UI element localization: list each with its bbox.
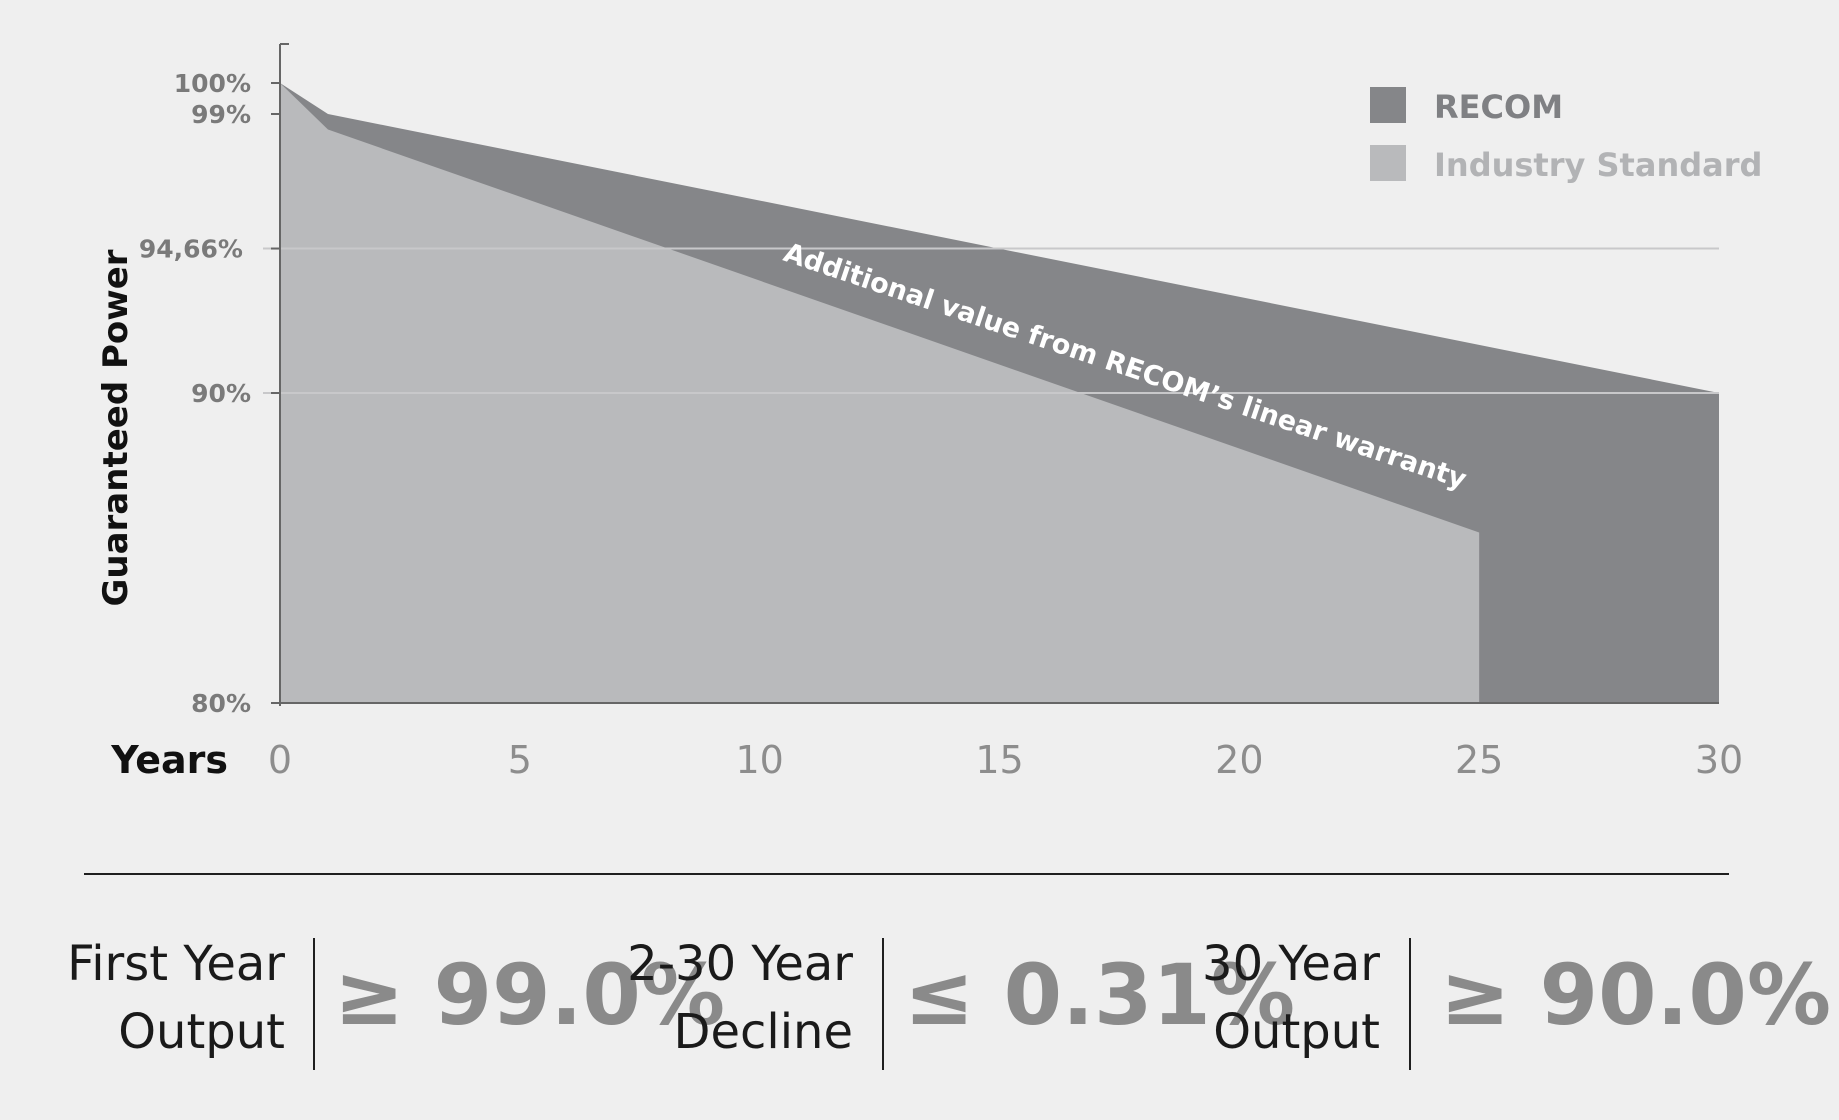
gridlines bbox=[263, 247, 1719, 394]
y-tick-labels: 100%99% 94,66% 90% 80% bbox=[139, 69, 280, 718]
x-tick-label: 0 bbox=[268, 738, 292, 782]
stat-separator bbox=[313, 938, 315, 1070]
stat-label-line2: Output bbox=[1213, 1004, 1380, 1060]
y-tick-label: 94,66% bbox=[139, 235, 243, 264]
stat-label-line1: 2-30 Year bbox=[627, 936, 853, 992]
y-tick-label: 80% bbox=[191, 689, 251, 718]
stat-value-thirty-year: ≥ 90.0% bbox=[1440, 946, 1832, 1044]
legend-swatch-recom bbox=[1370, 87, 1406, 123]
x-tick-label: 25 bbox=[1455, 738, 1503, 782]
x-tick-labels: 0 5 10 15 20 25 30 bbox=[268, 738, 1743, 782]
stat-label-line2: Decline bbox=[673, 1004, 853, 1060]
stat-decline: 2-30 Year Decline bbox=[620, 930, 853, 1070]
y-tick-label: 99% bbox=[191, 100, 251, 129]
stat-label-line1: First Year bbox=[67, 936, 285, 992]
x-tick-label: 10 bbox=[735, 738, 783, 782]
stat-separator bbox=[882, 938, 884, 1070]
stat-label: 30 Year Output bbox=[1202, 930, 1380, 1066]
x-tick-label: 20 bbox=[1215, 738, 1263, 782]
stat-label-line1: 30 Year bbox=[1202, 936, 1380, 992]
stat-thirty-year: 30 Year Output bbox=[1180, 930, 1380, 1070]
stat-label-line2: Output bbox=[118, 1004, 285, 1060]
x-tick-label: 5 bbox=[508, 738, 532, 782]
stat-first-year: First Year Output bbox=[60, 930, 285, 1070]
stat-label: 2-30 Year Decline bbox=[627, 930, 853, 1066]
x-tick-label: 15 bbox=[975, 738, 1023, 782]
axes bbox=[279, 43, 1719, 706]
summary-divider bbox=[84, 873, 1729, 875]
legend-label-industry-standard: Industry Standard bbox=[1434, 146, 1762, 184]
stat-value-decline: ≤ 0.31% bbox=[904, 946, 1296, 1044]
x-axis-title: Years bbox=[110, 738, 228, 782]
y-tick-label: 90% bbox=[191, 379, 251, 408]
stat-label: First Year Output bbox=[67, 930, 285, 1066]
x-tick-label: 30 bbox=[1695, 738, 1743, 782]
legend: RECOM Industry Standard bbox=[1370, 87, 1762, 184]
warranty-chart: 100%99% 94,66% 90% 80% 0 5 10 15 20 25 30 Guarant… bbox=[96, 43, 1762, 782]
legend-swatch-industry-standard bbox=[1370, 145, 1406, 181]
legend-label-recom: RECOM bbox=[1434, 88, 1563, 126]
y-tick-label: 100% bbox=[174, 69, 251, 98]
stat-value-first-year: ≥ 99.0% bbox=[334, 946, 726, 1044]
stat-separator bbox=[1409, 938, 1411, 1070]
y-axis-title: Guaranteed Power bbox=[96, 249, 136, 606]
